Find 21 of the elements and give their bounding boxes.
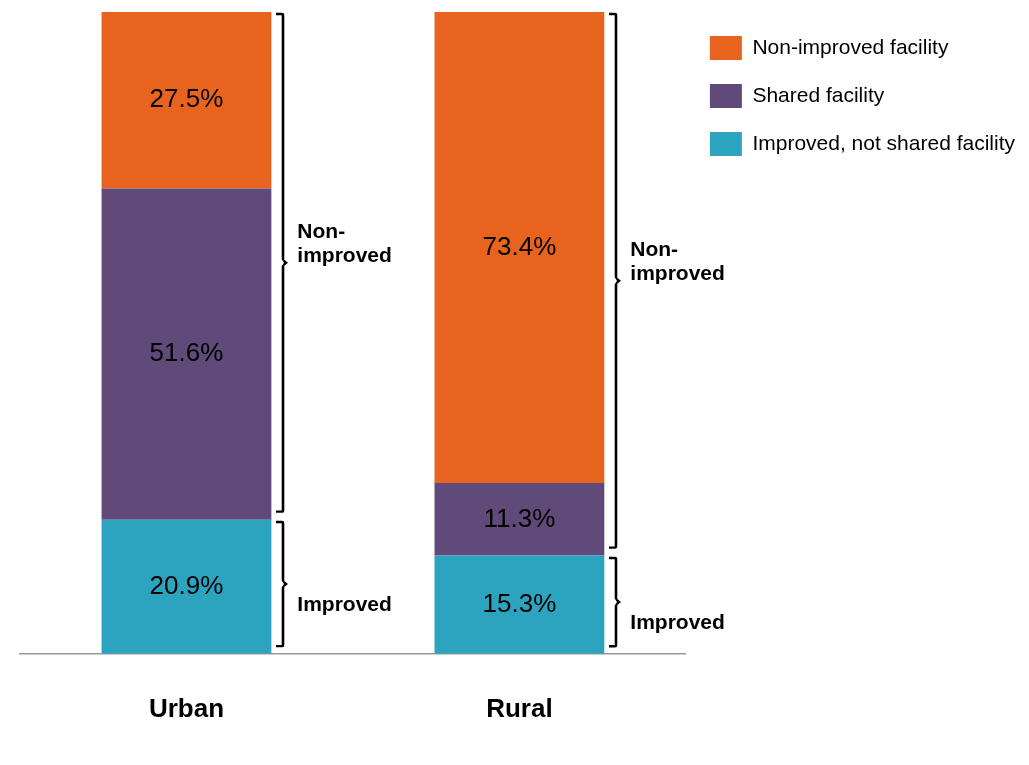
bar	[101, 519, 272, 654]
data-label: 15.3%	[482, 587, 557, 618]
annotation: Non-improved	[630, 236, 726, 285]
bar	[101, 188, 272, 520]
bar	[434, 483, 605, 556]
legend-label: Improved, not shared facility	[752, 130, 1016, 154]
legend-label: Non-improved facility	[752, 34, 949, 58]
annotation: Non-improved	[297, 218, 393, 267]
data-label: 11.3%	[483, 502, 556, 533]
data-label: 20.9%	[149, 569, 224, 600]
legend-label: Shared facility	[752, 82, 885, 106]
bar	[101, 12, 272, 189]
annotation: Improved	[630, 609, 725, 634]
bar	[434, 12, 605, 484]
x-tick-label: Rural	[486, 692, 553, 723]
data-label: 73.4%	[482, 230, 557, 261]
data-label: 51.6%	[149, 337, 224, 368]
data-label: 27.5%	[149, 83, 224, 114]
bar	[434, 555, 605, 654]
x-tick-label: Urban	[148, 692, 225, 723]
annotation: Improved	[297, 591, 392, 616]
